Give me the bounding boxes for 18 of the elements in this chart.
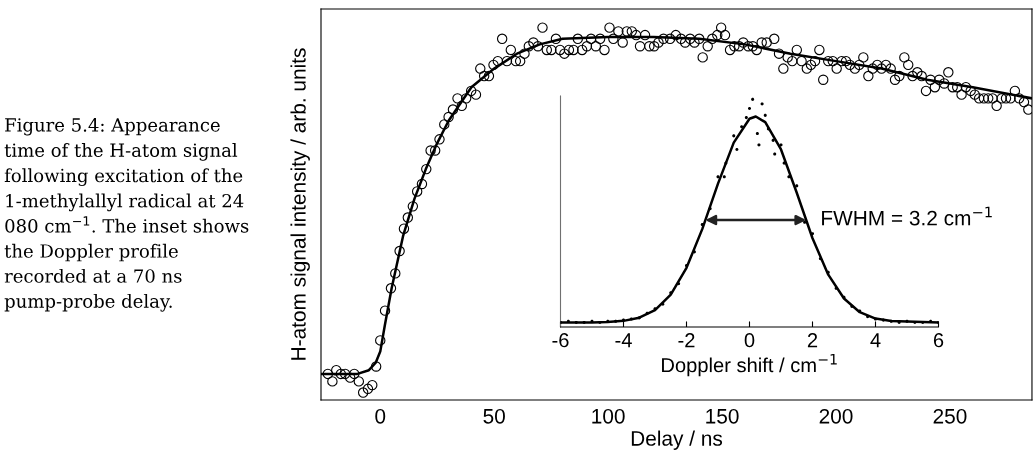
x-tick-label: 200	[819, 408, 853, 424]
x-tick-label: 2	[807, 333, 818, 348]
x-tick-label: 0	[375, 408, 386, 424]
annotation: FWHM = 3.2 cm$^{−1}$	[822, 206, 992, 226]
x-tick-label: -6	[552, 333, 569, 348]
x-tick-label: -2	[678, 333, 695, 348]
y-axis-title: H-atom signal intensity / arb. units	[290, 48, 310, 360]
x-tick-label: 250	[933, 408, 967, 424]
x-tick-label: 4	[870, 333, 881, 348]
x-tick-label: -4	[615, 333, 632, 348]
x-tick-label: 150	[706, 408, 739, 424]
x-axis-title: Delay / ns	[631, 430, 723, 450]
text: Figure 5.4: Appearance time of the H-atom signal following excitation of the 1-methylallyl radical at 24 080 cm$^{−1}$. The inset shows the Doppler profile recorded at a 70 ns pump-probe delay.	[4, 118, 249, 312]
x-tick-label: 0	[744, 333, 755, 348]
x-axis-title: Doppler shift / cm$^{−1}$	[662, 354, 837, 377]
x-tick-label: 50	[483, 408, 505, 424]
x-tick-label: 100	[592, 408, 625, 424]
x-tick-label: 6	[933, 333, 944, 348]
